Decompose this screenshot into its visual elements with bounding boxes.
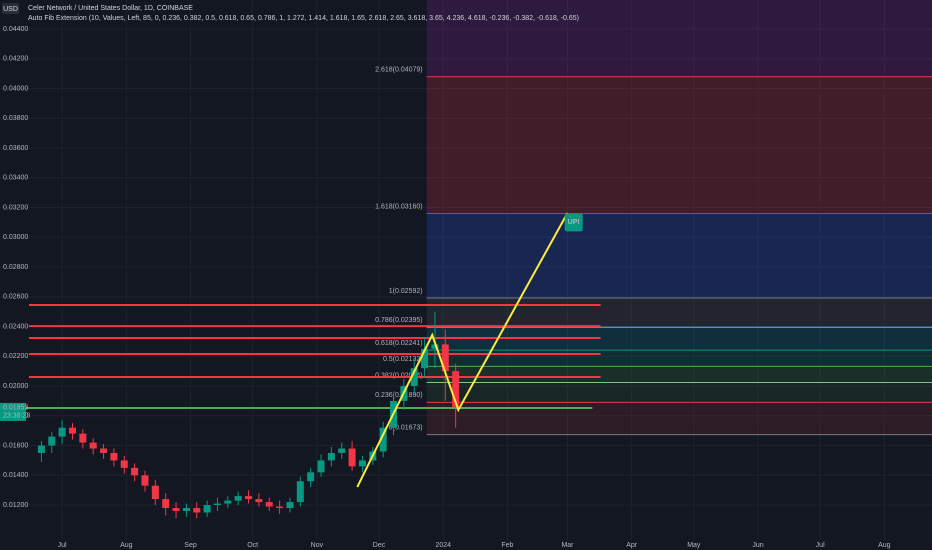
- fib-zone: [426, 382, 932, 403]
- candle-body: [100, 448, 108, 453]
- x-tick-label: Jul: [816, 542, 825, 549]
- y-tick-label: 0.02600: [3, 294, 28, 301]
- x-tick-label: May: [687, 542, 701, 549]
- candle-body: [89, 442, 97, 449]
- candle-body: [421, 348, 429, 369]
- candle-body: [255, 499, 263, 503]
- fib-label: 0.382(0.02024): [375, 372, 422, 379]
- candle-body: [141, 475, 149, 486]
- indicator-label: Auto Fib Extension (10, Values, Left, 85…: [28, 15, 579, 22]
- candle-body: [327, 452, 335, 461]
- y-tick-label: 0.03200: [3, 204, 28, 211]
- fib-label: 0.5(0.02132): [383, 356, 423, 363]
- candle-body: [172, 508, 180, 511]
- candle-body: [379, 427, 387, 452]
- y-tick-label: 0.01400: [3, 472, 28, 479]
- candle-body: [110, 452, 118, 461]
- fib-zone: [426, 350, 932, 367]
- currency-box[interactable]: [2, 3, 19, 14]
- fib-label: 0.236(0.01890): [375, 392, 422, 399]
- y-tick-label: 0.01200: [3, 502, 28, 509]
- chart-title: Celer Network / United States Dollar, 1D…: [28, 5, 193, 12]
- countdown-label: 23:38:23: [3, 413, 30, 420]
- candle-body: [58, 427, 66, 437]
- fib-zone: [426, 213, 932, 298]
- y-tick-label: 0.03600: [3, 145, 28, 152]
- last-price-box: [0, 402, 26, 421]
- candle-body: [338, 448, 346, 453]
- candle-body: [276, 506, 284, 509]
- x-tick-label: Sep: [184, 542, 197, 549]
- y-tick-label: 0.04200: [3, 56, 28, 63]
- candle-body: [213, 503, 221, 506]
- candle-body: [441, 344, 449, 372]
- y-tick-label: 0.02200: [3, 353, 28, 360]
- zigzag-line: [356, 212, 569, 488]
- candle-body: [203, 505, 211, 513]
- candle-body: [317, 460, 325, 473]
- fib-label: 1.618(0.03160): [375, 203, 422, 210]
- candle-body: [120, 460, 128, 468]
- fib-zone: [426, 327, 932, 351]
- x-tick-label: Apr: [626, 542, 638, 549]
- x-tick-label: Jul: [58, 542, 67, 549]
- candle-body: [265, 502, 273, 507]
- x-tick-label: Aug: [120, 542, 133, 549]
- annotation-box: [564, 213, 583, 232]
- candle-body: [296, 481, 304, 503]
- candle-body: [348, 448, 356, 467]
- fib-label: 0(0.01673): [389, 425, 423, 432]
- candle-body: [79, 433, 87, 443]
- candle-body: [234, 496, 242, 501]
- x-tick-label: Oct: [247, 542, 258, 549]
- y-tick-label: 0.03800: [3, 115, 28, 122]
- candle-body: [131, 467, 139, 476]
- x-tick-label: Jun: [752, 542, 763, 549]
- y-tick-label: 0.02400: [3, 323, 28, 330]
- fib-zone: [426, 0, 932, 77]
- candle-body: [307, 472, 315, 482]
- x-tick-label: Dec: [373, 542, 386, 549]
- fib-zone: [426, 366, 932, 383]
- candle-body: [193, 508, 201, 513]
- candle-body: [37, 445, 45, 453]
- candle-body: [286, 502, 294, 509]
- y-tick-label: 0.04000: [3, 85, 28, 92]
- fib-label: 0.618(0.02241): [375, 340, 422, 347]
- x-tick-label: Mar: [561, 542, 574, 549]
- x-tick-label: Feb: [501, 542, 513, 549]
- y-tick-label: 0.02800: [3, 264, 28, 271]
- candle-body: [182, 508, 190, 511]
- candle-body: [151, 485, 159, 500]
- fib-zone: [426, 297, 932, 328]
- fib-label: 2.618(0.04079): [375, 67, 422, 74]
- y-tick-label: 0.02000: [3, 383, 28, 390]
- candle-body: [48, 436, 56, 446]
- annotation-label: UP!: [568, 219, 580, 226]
- candle-body: [162, 499, 170, 509]
- fib-label: 0.786(0.02395): [375, 317, 422, 324]
- fib-zone: [426, 76, 932, 214]
- candle-body: [452, 371, 460, 407]
- candle-body: [410, 368, 418, 387]
- x-tick-label: 2024: [435, 542, 451, 549]
- last-price-label: 0.01853: [3, 405, 28, 412]
- candle-body: [68, 427, 76, 434]
- x-tick-label: Nov: [311, 542, 324, 549]
- fib-label: 1(0.02592): [389, 288, 423, 295]
- x-tick-label: Aug: [878, 542, 891, 549]
- candle-body: [224, 500, 232, 504]
- y-tick-label: 0.03000: [3, 234, 28, 241]
- y-tick-label: 0.01600: [3, 442, 28, 449]
- y-tick-label: 0.04400: [3, 26, 28, 33]
- currency[interactable]: USD: [3, 6, 18, 13]
- candle-body: [431, 344, 439, 349]
- candle-body: [358, 460, 366, 467]
- candle-body: [245, 496, 253, 500]
- y-tick-label: 0.03400: [3, 175, 28, 182]
